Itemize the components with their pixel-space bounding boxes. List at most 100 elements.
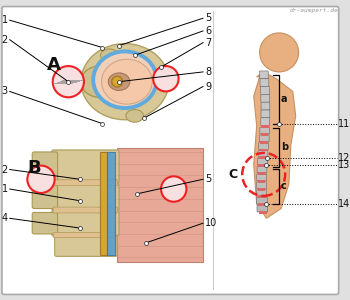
Circle shape [260, 33, 299, 72]
Polygon shape [254, 72, 296, 218]
FancyBboxPatch shape [258, 172, 266, 175]
Ellipse shape [112, 76, 122, 87]
FancyBboxPatch shape [261, 133, 268, 136]
FancyBboxPatch shape [260, 79, 269, 87]
FancyBboxPatch shape [261, 94, 270, 102]
Text: 5: 5 [205, 13, 211, 23]
FancyBboxPatch shape [258, 203, 266, 206]
FancyBboxPatch shape [258, 164, 266, 167]
FancyBboxPatch shape [257, 197, 267, 204]
FancyBboxPatch shape [257, 190, 266, 196]
FancyBboxPatch shape [53, 207, 118, 213]
Point [100, 121, 105, 126]
Ellipse shape [102, 59, 152, 104]
FancyBboxPatch shape [259, 156, 267, 159]
Text: a: a [281, 94, 287, 104]
FancyBboxPatch shape [258, 188, 266, 190]
Text: C: C [228, 168, 237, 181]
Ellipse shape [126, 110, 144, 122]
Text: 7: 7 [205, 38, 211, 48]
Ellipse shape [60, 74, 81, 89]
Text: 1: 1 [2, 15, 8, 25]
Text: 1: 1 [2, 184, 8, 194]
FancyBboxPatch shape [259, 71, 268, 79]
Text: 5: 5 [205, 174, 211, 184]
FancyBboxPatch shape [260, 87, 269, 94]
FancyBboxPatch shape [259, 148, 267, 152]
FancyBboxPatch shape [258, 195, 266, 198]
Text: 3: 3 [2, 86, 8, 96]
Ellipse shape [93, 51, 157, 108]
Text: B: B [27, 159, 41, 177]
Point [77, 198, 83, 203]
FancyBboxPatch shape [257, 182, 266, 188]
Circle shape [153, 66, 178, 92]
Text: b: b [281, 142, 288, 152]
Point [134, 191, 139, 196]
FancyBboxPatch shape [52, 183, 119, 211]
Point [100, 45, 105, 50]
Text: 14: 14 [338, 199, 350, 209]
FancyBboxPatch shape [53, 232, 115, 237]
Point [132, 53, 138, 58]
Point [144, 240, 149, 245]
Ellipse shape [100, 49, 118, 62]
Point [263, 162, 269, 167]
FancyBboxPatch shape [258, 151, 268, 157]
FancyBboxPatch shape [32, 212, 58, 234]
FancyBboxPatch shape [259, 135, 269, 142]
Text: c: c [281, 181, 287, 191]
FancyBboxPatch shape [261, 118, 270, 126]
FancyBboxPatch shape [261, 102, 270, 110]
FancyBboxPatch shape [55, 235, 117, 256]
FancyBboxPatch shape [2, 7, 339, 294]
Text: 6: 6 [205, 26, 211, 36]
FancyBboxPatch shape [259, 143, 268, 149]
FancyBboxPatch shape [259, 211, 267, 214]
Circle shape [161, 176, 187, 202]
Point [264, 155, 270, 160]
Polygon shape [99, 152, 107, 255]
Point [142, 116, 147, 120]
FancyBboxPatch shape [258, 180, 266, 183]
Text: dr-aumpert.de: dr-aumpert.de [290, 8, 339, 14]
Text: 9: 9 [205, 82, 211, 92]
Polygon shape [107, 152, 115, 255]
Polygon shape [117, 148, 203, 262]
Point [116, 43, 122, 48]
FancyBboxPatch shape [53, 180, 118, 186]
Ellipse shape [81, 66, 118, 97]
Text: 13: 13 [338, 160, 350, 170]
Point [65, 79, 71, 84]
FancyBboxPatch shape [257, 205, 268, 212]
FancyBboxPatch shape [52, 211, 119, 236]
FancyBboxPatch shape [257, 166, 267, 173]
FancyBboxPatch shape [257, 174, 267, 181]
FancyBboxPatch shape [261, 125, 269, 128]
FancyBboxPatch shape [52, 150, 119, 183]
FancyBboxPatch shape [260, 141, 268, 144]
Point [116, 79, 122, 84]
Circle shape [27, 166, 55, 193]
Text: A: A [47, 56, 61, 74]
FancyBboxPatch shape [258, 158, 267, 165]
Ellipse shape [81, 44, 169, 120]
Text: 11: 11 [338, 118, 350, 129]
Text: 2: 2 [1, 164, 8, 175]
Point [77, 226, 83, 230]
Point [263, 201, 269, 206]
Text: 10: 10 [205, 218, 217, 228]
Point [158, 64, 164, 69]
Text: 12: 12 [338, 153, 350, 163]
Text: 8: 8 [205, 67, 211, 77]
Text: 4: 4 [2, 213, 8, 223]
Circle shape [53, 66, 84, 97]
FancyBboxPatch shape [32, 185, 58, 208]
Point [276, 121, 282, 126]
FancyBboxPatch shape [260, 127, 270, 134]
FancyBboxPatch shape [261, 110, 270, 118]
Ellipse shape [108, 73, 130, 91]
Point [77, 177, 83, 182]
FancyBboxPatch shape [32, 152, 58, 181]
Text: 2: 2 [1, 35, 8, 45]
